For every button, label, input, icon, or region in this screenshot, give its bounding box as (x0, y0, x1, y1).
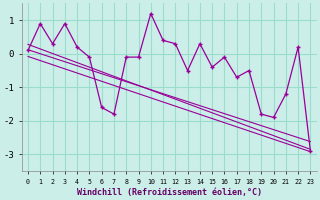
X-axis label: Windchill (Refroidissement éolien,°C): Windchill (Refroidissement éolien,°C) (77, 188, 262, 197)
